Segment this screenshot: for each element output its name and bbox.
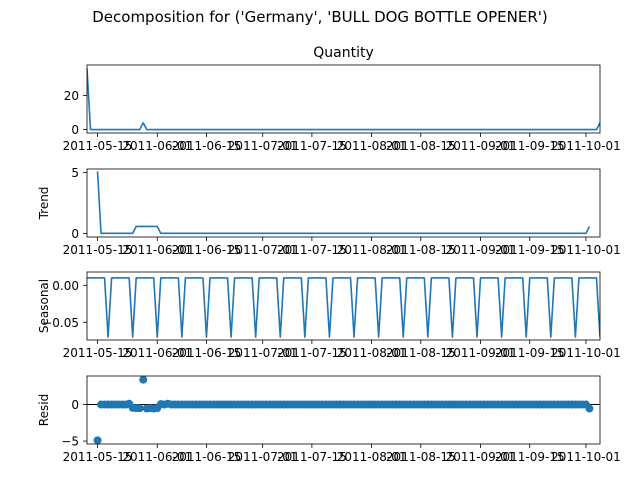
x-tick-label: 2011-09-15 bbox=[495, 139, 565, 153]
x-tick-label: 2011-05-15 bbox=[63, 243, 133, 257]
y-tick-label: 20 bbox=[64, 89, 79, 103]
series-line bbox=[96, 171, 591, 235]
resid-point bbox=[139, 376, 148, 384]
series-line bbox=[87, 277, 600, 338]
x-tick-label: 2011-08-15 bbox=[386, 450, 456, 464]
y-tick-label: 0 bbox=[71, 123, 79, 137]
resid-point bbox=[93, 436, 102, 444]
y-tick-label: −0.05 bbox=[42, 316, 79, 330]
x-tick-label: 2011-05-15 bbox=[63, 139, 133, 153]
chart-panel-1: Quantity 0 20 2011-05-152011-06-012011-06-1… bbox=[63, 45, 621, 153]
x-tick-label: 2011-06-01 bbox=[122, 139, 192, 153]
plot-area bbox=[87, 68, 600, 131]
x-tick-label: 2011-05-15 bbox=[63, 450, 133, 464]
series-line bbox=[87, 68, 600, 131]
x-tick-label: 2011-07-15 bbox=[277, 243, 347, 257]
x-tick-label: 2011-06-15 bbox=[172, 243, 242, 257]
x-tick-label: 2011-09-15 bbox=[495, 450, 565, 464]
x-tick-label: 2011-07-15 bbox=[277, 346, 347, 360]
x-tick-label: 2011-07-01 bbox=[228, 346, 298, 360]
x-tick-label: 2011-06-15 bbox=[172, 139, 242, 153]
x-tick-label: 2011-09-01 bbox=[446, 139, 516, 153]
plot-area bbox=[96, 171, 591, 235]
y-axis-label: Resid bbox=[37, 394, 51, 426]
x-tick-label: 2011-08-15 bbox=[386, 346, 456, 360]
y-axis-label: Trend bbox=[37, 187, 51, 221]
x-tick-label: 2011-06-01 bbox=[122, 243, 192, 257]
chart-panel-4: Resid 0−52011-05-152011-06-012011-06-1520… bbox=[37, 375, 621, 464]
x-tick-label: 2011-05-15 bbox=[63, 346, 133, 360]
x-tick-label: 2011-07-01 bbox=[228, 450, 298, 464]
x-tick-label: 2011-10-01 bbox=[551, 450, 621, 464]
x-tick-label: 2011-10-01 bbox=[551, 139, 621, 153]
plot-area bbox=[87, 277, 600, 338]
axes-frame bbox=[86, 64, 601, 134]
x-tick-label: 2011-06-01 bbox=[122, 346, 192, 360]
plot-area bbox=[87, 376, 600, 444]
y-tick-label: −5 bbox=[61, 435, 79, 449]
x-tick-label: 2011-08-01 bbox=[337, 243, 407, 257]
axes-frame bbox=[86, 375, 601, 445]
y-tick-label: 0.00 bbox=[52, 279, 79, 293]
x-tick-label: 2011-09-15 bbox=[495, 243, 565, 257]
axes-frame bbox=[86, 168, 601, 238]
x-tick-label: 2011-06-15 bbox=[172, 450, 242, 464]
x-tick-label: 2011-07-01 bbox=[228, 139, 298, 153]
x-tick-label: 2011-06-01 bbox=[122, 450, 192, 464]
y-tick-label: 0 bbox=[71, 398, 79, 412]
x-tick-label: 2011-08-01 bbox=[337, 346, 407, 360]
panel-title: Quantity bbox=[313, 45, 374, 61]
x-tick-label: 2011-08-15 bbox=[386, 139, 456, 153]
y-tick-label: 0 bbox=[71, 227, 79, 241]
x-tick-label: 2011-06-15 bbox=[172, 346, 242, 360]
chart-panel-2: Trend052011-05-152011-06-012011-06-15201… bbox=[37, 166, 621, 257]
y-axis-label: Seasonal bbox=[37, 279, 51, 333]
x-tick-label: 2011-07-01 bbox=[228, 243, 298, 257]
x-tick-label: 2011-08-15 bbox=[386, 243, 456, 257]
x-tick-label: 2011-08-01 bbox=[337, 139, 407, 153]
x-tick-label: 2011-09-01 bbox=[446, 243, 516, 257]
x-tick-label: 2011-07-15 bbox=[277, 450, 347, 464]
x-tick-label: 2011-09-01 bbox=[446, 346, 516, 360]
axes-frame bbox=[86, 271, 601, 341]
x-tick-label: 2011-07-15 bbox=[277, 139, 347, 153]
figure-suptitle: Decomposition for ('Germany', 'BULL DOG … bbox=[92, 8, 548, 26]
y-tick-label: 5 bbox=[71, 166, 79, 180]
x-tick-label: 2011-10-01 bbox=[551, 243, 621, 257]
resid-point bbox=[135, 404, 144, 413]
x-tick-label: 2011-09-15 bbox=[495, 346, 565, 360]
x-tick-label: 2011-08-01 bbox=[337, 450, 407, 464]
x-tick-label: 2011-09-01 bbox=[446, 450, 516, 464]
x-tick-label: 2011-10-01 bbox=[551, 346, 621, 360]
chart-panel-3: Seasonal 0.00−0.052011-05-152011-06-01201… bbox=[37, 271, 621, 360]
resid-point bbox=[585, 404, 594, 413]
